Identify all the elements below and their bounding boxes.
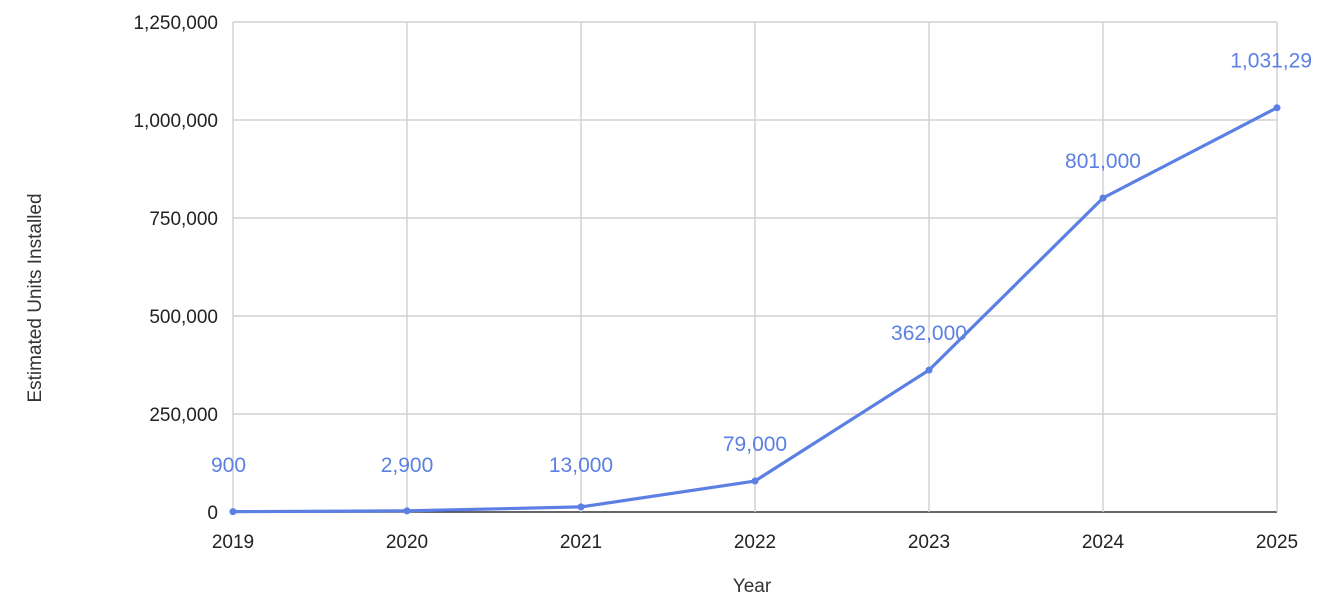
- y-tick-label: 1,250,000: [133, 13, 218, 34]
- data-point: [925, 366, 933, 374]
- data-label: 801,000: [1065, 150, 1141, 173]
- data-label: 900: [211, 454, 246, 477]
- x-tick-label: 2020: [386, 532, 428, 553]
- y-tick-label: 750,000: [149, 209, 218, 230]
- x-tick-label: 2023: [908, 532, 950, 553]
- data-label: 79,000: [723, 433, 787, 456]
- data-label: 1,031,29: [1230, 50, 1312, 73]
- x-axis-ticks: 2019 2020 2021 2022 2023 2024 2025: [212, 532, 1298, 553]
- data-point: [577, 503, 585, 511]
- y-tick-label: 1,000,000: [133, 111, 218, 132]
- data-point: [403, 507, 411, 515]
- y-tick-label: 500,000: [149, 307, 218, 328]
- series-group: [229, 104, 1281, 516]
- x-axis-title: Year: [733, 576, 772, 597]
- x-tick-label: 2025: [1256, 532, 1298, 553]
- data-label: 362,000: [891, 322, 967, 345]
- x-tick-label: 2019: [212, 532, 254, 553]
- y-axis-title: Estimated Units Installed: [25, 193, 46, 402]
- data-point: [751, 477, 759, 485]
- grid: [232, 21, 1278, 513]
- y-axis-ticks: 0 250,000 500,000 750,000 1,000,000 1,250,000: [133, 13, 218, 524]
- x-tick-label: 2022: [734, 532, 776, 553]
- data-labels: 900 2,900 13,000 79,000 362,000 801,000 1,031,…: [211, 50, 1312, 477]
- data-label: 2,900: [381, 454, 434, 477]
- y-tick-label: 0: [207, 503, 218, 524]
- data-label: 13,000: [549, 454, 613, 477]
- x-tick-label: 2021: [560, 532, 602, 553]
- data-point: [1273, 104, 1281, 112]
- data-point: [229, 508, 237, 516]
- data-point: [1099, 194, 1107, 202]
- x-tick-label: 2024: [1082, 532, 1125, 553]
- y-tick-label: 250,000: [149, 405, 218, 426]
